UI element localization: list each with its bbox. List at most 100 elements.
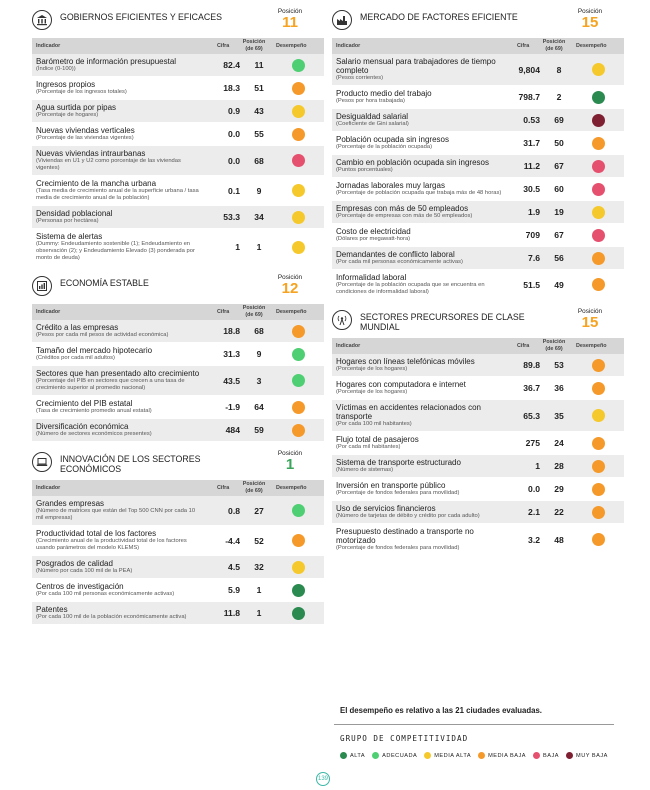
table-row: Población ocupada sin ingresos (Porcentaj… (332, 132, 624, 155)
table-row: Hogares con computadora e internet (Porce… (332, 377, 624, 400)
indicator-name: Productividad total de los factores (36, 529, 157, 538)
performance-dot-media-alta (591, 409, 605, 422)
legend-label: ADECUADA (382, 752, 418, 759)
right-column: MERCADO DE FACTORES EFICIENTE Posición 15 I… (332, 6, 624, 562)
header-indicador: Indicador (336, 43, 361, 49)
indicator-unit: (Porcentaje del PIB en sectores que crec… (36, 378, 185, 391)
table-row: Crédito a las empresas (Pesos por cada mi… (32, 320, 324, 343)
performance-cell (578, 205, 618, 219)
performance-dot-adecuada (291, 374, 305, 387)
header-cifra: Cifra (217, 43, 230, 49)
performance-cell (578, 251, 618, 265)
indicator-value: 11.8 (223, 608, 240, 618)
indicator-name: Crecimiento de la mancha urbana (36, 179, 157, 188)
performance-cell (578, 90, 618, 104)
factory-icon (332, 10, 352, 30)
legend-label: BAJA (543, 752, 560, 759)
table-row: Desigualdad salarial (Coeficiente de Gini… (332, 109, 624, 132)
position-label: Posición (577, 308, 603, 315)
table-row: Demandantes de conflicto laboral (Por cad… (332, 247, 624, 270)
table-row: Posgrados de calidad (Número por cada 100… (32, 556, 324, 579)
indicator-value: 18.3 (223, 83, 240, 93)
section-title: INNOVACIÓN DE LOS SECTORES ECONÓMICOS (60, 454, 201, 474)
indicator-unit: (Tasa media de crecimiento anual de la s… (36, 188, 199, 201)
section-header: ECONOMÍA ESTABLE Posición 12 (32, 272, 324, 304)
performance-cell (578, 63, 618, 76)
footnote: El desempeño es relativo a las 21 ciudad… (340, 706, 542, 715)
indicator-value: 53.3 (223, 212, 240, 222)
indicator-value: -4.4 (225, 535, 240, 546)
indicator-name: Presupuesto destinado a transporte no mo… (336, 527, 474, 545)
table-row: Empresas con más de 50 empleados (Porcent… (332, 201, 624, 224)
indicator-text: Barómetro de información presupuestal (Ín… (32, 54, 204, 76)
legend-item-adecuada: ADECUADA (372, 752, 417, 759)
indicator-position: 1 (256, 608, 262, 618)
performance-dot-media-alta (291, 560, 305, 574)
performance-cell (578, 182, 618, 196)
indicator-text: Crecimiento de la mancha urbana (Tasa med… (32, 176, 204, 205)
section-title: ECONOMÍA ESTABLE (60, 278, 149, 288)
indicator-value: 31.3 (223, 349, 240, 359)
performance-dot-alta (291, 606, 305, 620)
performance-dot-media-baja (591, 136, 605, 150)
indicator-name: Barómetro de información presupuestal (36, 57, 177, 66)
section-header: MERCADO DE FACTORES EFICIENTE Posición 15 (332, 6, 624, 38)
table-row: Flujo total de pasajeros (Por cada mil ha… (332, 432, 624, 455)
indicator-value: 51.5 (523, 279, 540, 290)
performance-dot-media-baja (591, 482, 605, 496)
indicator-position: 48 (554, 534, 564, 545)
indicator-name: Sistema de alertas (36, 232, 103, 241)
section-position: Posición 15 (570, 8, 610, 31)
position-value: 15 (581, 14, 599, 31)
indicator-value: -1.9 (225, 402, 240, 412)
section-economia-estable: ECONOMÍA ESTABLE Posición 12 Indicador Cifra… (32, 272, 324, 442)
legend-dot (478, 752, 486, 759)
performance-cell (278, 81, 318, 95)
indicator-position: 9 (256, 185, 262, 196)
indicator-position: 1 (256, 585, 262, 595)
position-label: Posición (577, 8, 603, 15)
performance-cell (578, 533, 618, 546)
performance-cell (278, 504, 318, 517)
indicator-text: Flujo total de pasajeros (Por cada mil ha… (332, 432, 504, 454)
indicator-unit: (Viviendas en U1 y U2 como porcentaje de… (36, 158, 181, 171)
indicator-position: 68 (254, 155, 264, 166)
section-header: INNOVACIÓN DE LOS SECTORES ECONÓMICOS Pos… (32, 448, 324, 480)
performance-dot-media-baja (291, 534, 305, 547)
indicator-name: Víctimas en accidentes relacionados con … (336, 403, 481, 421)
left-column: GOBIERNOS EFICIENTES Y EFICACES Posición 1… (32, 6, 324, 631)
indicator-text: Víctimas en accidentes relacionados con … (332, 400, 504, 431)
header-indicador: Indicador (36, 309, 61, 315)
indicator-value: 0.8 (228, 505, 240, 516)
indicator-text: Centros de investigación (Por cada 100 mi… (32, 579, 204, 601)
performance-dot-media-alta (291, 240, 305, 254)
legend-dot (566, 752, 574, 759)
indicator-position: 27 (254, 505, 264, 516)
performance-dot-media-alta (591, 63, 605, 76)
indicator-unit: (Porcentaje de los ingresos totales) (36, 89, 127, 95)
header-posicion-line2: (de 69) (245, 45, 263, 52)
header-desempeno: Desempeño (576, 43, 607, 49)
legend-item-alta: ALTA (340, 752, 365, 759)
indicator-name: Patentes (36, 605, 68, 614)
indicator-position: 69 (554, 115, 564, 125)
performance-dot-muy-baja (591, 113, 605, 127)
table-row: Uso de servicios financieros (Número de t… (332, 501, 624, 524)
table-row: Nuevas viviendas intraurbanas (Viviendas … (32, 146, 324, 176)
performance-cell (278, 184, 318, 197)
indicator-position: 29 (554, 484, 564, 494)
indicator-text: Patentes (Por cada 100 mil de la població… (32, 602, 204, 624)
indicator-position: 55 (254, 129, 264, 139)
indicator-unit: (Tasa de crecimiento promedio anual esta… (36, 408, 152, 414)
indicator-position: 35 (554, 410, 564, 421)
indicator-name: Crecimiento del PIB estatal (36, 399, 133, 408)
indicator-value: 9,804 (518, 64, 540, 75)
table-row: Tamaño del mercado hipotecario (Créditos … (32, 343, 324, 366)
indicator-position: 50 (554, 138, 564, 148)
table-row: Jornadas laborales muy largas (Porcentaje… (332, 178, 624, 201)
header-posicion-line1: Posición (542, 39, 566, 45)
legend-item-baja: BAJA (533, 752, 559, 759)
indicator-value: 1 (235, 242, 240, 252)
table-header: Indicador Cifra Posición (de 69) Desempeño (332, 338, 624, 354)
performance-cell (278, 347, 318, 361)
